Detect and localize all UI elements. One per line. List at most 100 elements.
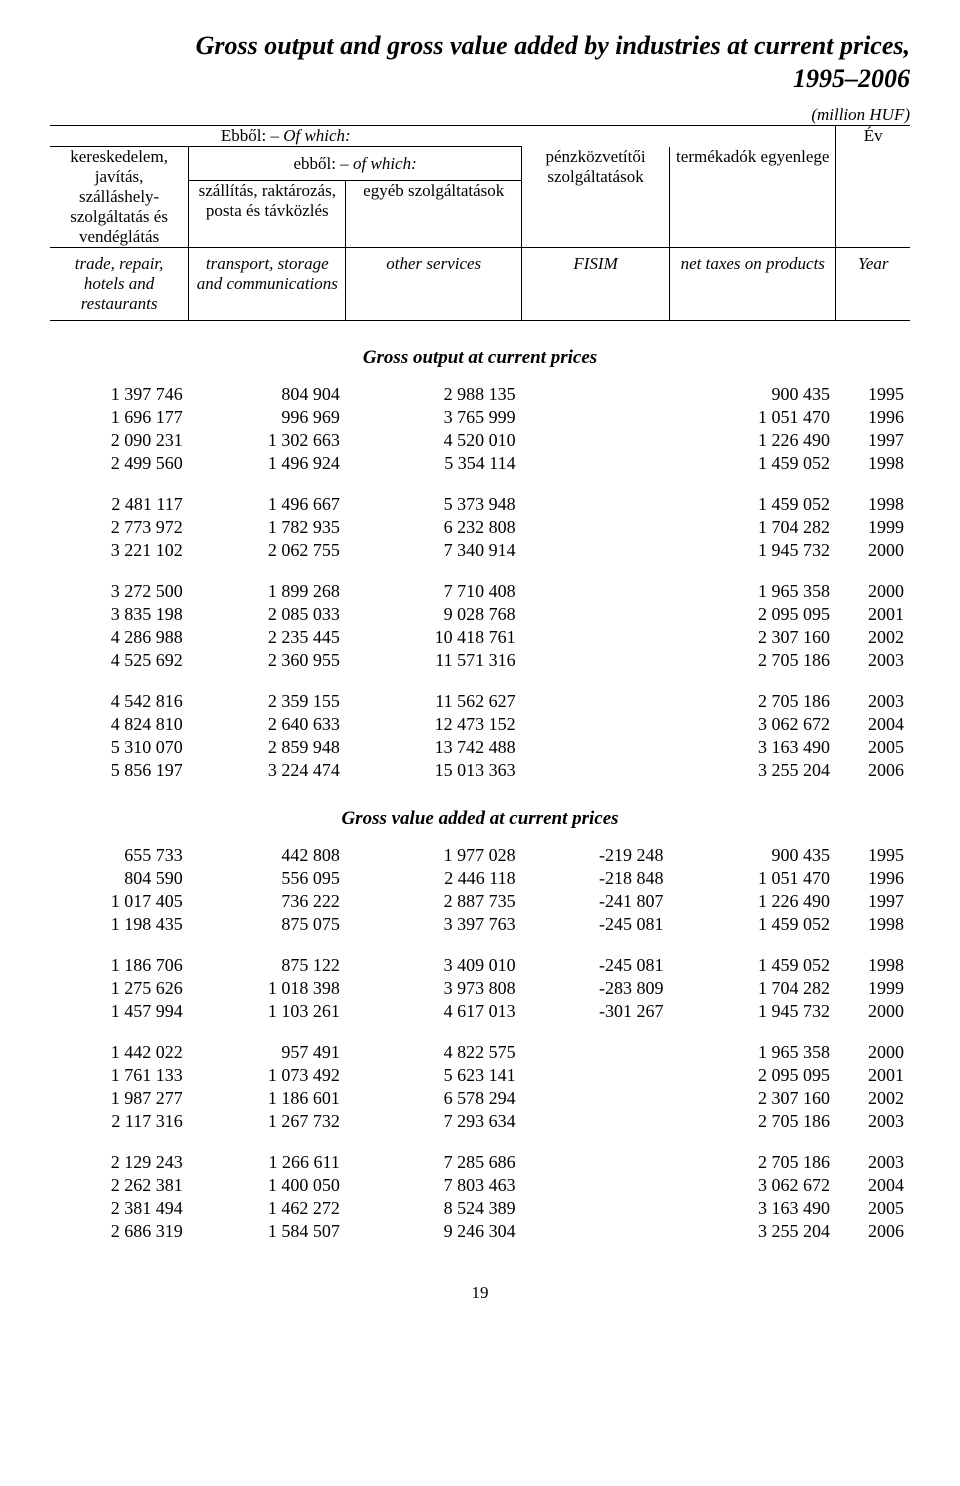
table-cell: 1998 [836, 954, 910, 977]
col4-en: FISIM [522, 248, 670, 321]
table-cell [522, 1041, 670, 1064]
table-cell: 1 462 272 [189, 1197, 346, 1220]
page-number: 19 [50, 1283, 910, 1303]
table-cell: 11 562 627 [346, 690, 522, 713]
table-cell: 1 977 028 [346, 844, 522, 867]
table-cell: 1 017 405 [50, 890, 189, 913]
table-cell: 2 705 186 [670, 690, 836, 713]
value-added-table: 655 733442 8081 977 028-219 248900 43519… [50, 844, 910, 1243]
col2-hu: szállítás, raktározás, posta és távközlé… [189, 181, 346, 248]
table-row: 804 590556 0952 446 118-218 8481 051 470… [50, 867, 910, 890]
table-cell: 2002 [836, 1087, 910, 1110]
table-cell [522, 516, 670, 539]
output-table: 1 397 746804 9042 988 135900 43519951 69… [50, 383, 910, 782]
table-row: 2 090 2311 302 6634 520 0101 226 4901997 [50, 429, 910, 452]
table-cell: 1 945 732 [670, 539, 836, 562]
table-cell: 9 246 304 [346, 1220, 522, 1243]
table-row: 1 397 746804 9042 988 135900 4351995 [50, 383, 910, 406]
table-cell: 2004 [836, 713, 910, 736]
table-cell: 8 524 389 [346, 1197, 522, 1220]
table-cell: 1 496 924 [189, 452, 346, 475]
table-cell: 1 397 746 [50, 383, 189, 406]
table-cell: 2 705 186 [670, 1151, 836, 1174]
table-cell: 2006 [836, 1220, 910, 1243]
table-cell: 1 987 277 [50, 1087, 189, 1110]
table-cell [522, 406, 670, 429]
table-cell: 7 803 463 [346, 1174, 522, 1197]
table-cell: 1996 [836, 867, 910, 890]
table-row: 1 186 706875 1223 409 010-245 0811 459 0… [50, 954, 910, 977]
table-cell [522, 1174, 670, 1197]
table-cell: 1 103 261 [189, 1000, 346, 1023]
table-cell: -241 807 [522, 890, 670, 913]
table-cell: 2003 [836, 1110, 910, 1133]
table-cell: 2 481 117 [50, 493, 189, 516]
table-row: 5 856 1973 224 47415 013 3633 255 204200… [50, 759, 910, 782]
table-cell: 1 275 626 [50, 977, 189, 1000]
table-cell: 1999 [836, 977, 910, 1000]
table-row: 1 198 435875 0753 397 763-245 0811 459 0… [50, 913, 910, 936]
table-cell: 7 285 686 [346, 1151, 522, 1174]
col1-en: trade, repair, hotels and restaurants [50, 248, 189, 321]
table-cell: 3 224 474 [189, 759, 346, 782]
table-cell: -245 081 [522, 913, 670, 936]
table-row: 2 117 3161 267 7327 293 6342 705 1862003 [50, 1110, 910, 1133]
table-cell: 2 773 972 [50, 516, 189, 539]
table-cell: 7 293 634 [346, 1110, 522, 1133]
table-cell: 2006 [836, 759, 910, 782]
table-cell: 1997 [836, 429, 910, 452]
table-cell: 7 340 914 [346, 539, 522, 562]
table-cell: 4 520 010 [346, 429, 522, 452]
table-cell: 3 255 204 [670, 759, 836, 782]
table-cell: 5 310 070 [50, 736, 189, 759]
table-cell: 3 835 198 [50, 603, 189, 626]
table-cell: 2002 [836, 626, 910, 649]
table-cell: -283 809 [522, 977, 670, 1000]
table-cell: 2 705 186 [670, 649, 836, 672]
table-row: 3 835 1982 085 0339 028 7682 095 0952001 [50, 603, 910, 626]
table-cell: -301 267 [522, 1000, 670, 1023]
table-cell [522, 603, 670, 626]
table-cell: 1 267 732 [189, 1110, 346, 1133]
table-row: 2 773 9721 782 9356 232 8081 704 2821999 [50, 516, 910, 539]
table-cell: 1 051 470 [670, 406, 836, 429]
table-cell: 655 733 [50, 844, 189, 867]
table-row: 2 499 5601 496 9245 354 1141 459 0521998 [50, 452, 910, 475]
table-cell: 1 459 052 [670, 493, 836, 516]
table-cell: 2001 [836, 1064, 910, 1087]
table-cell: 1 965 358 [670, 580, 836, 603]
table-cell: 3 062 672 [670, 1174, 836, 1197]
table-cell: 2 085 033 [189, 603, 346, 626]
table-cell: 4 542 816 [50, 690, 189, 713]
table-cell: 1 226 490 [670, 429, 836, 452]
table-cell: 1995 [836, 844, 910, 867]
table-cell: 12 473 152 [346, 713, 522, 736]
table-cell: 3 163 490 [670, 1197, 836, 1220]
table-cell: 2 095 095 [670, 1064, 836, 1087]
table-cell: 2 090 231 [50, 429, 189, 452]
table-cell: 4 824 810 [50, 713, 189, 736]
table-row: 2 686 3191 584 5079 246 3043 255 2042006 [50, 1220, 910, 1243]
year-hu-header: Év [836, 126, 910, 248]
table-cell [522, 539, 670, 562]
table-row: 1 987 2771 186 6016 578 2942 307 1602002 [50, 1087, 910, 1110]
table-cell: 1995 [836, 383, 910, 406]
table-cell: 804 590 [50, 867, 189, 890]
table-cell: 1997 [836, 890, 910, 913]
table-cell [522, 759, 670, 782]
table-cell: 2001 [836, 603, 910, 626]
table-cell: 13 742 488 [346, 736, 522, 759]
table-cell: 1 186 601 [189, 1087, 346, 1110]
table-cell [522, 1151, 670, 1174]
table-cell [522, 690, 670, 713]
table-cell: 875 122 [189, 954, 346, 977]
table-cell: 1 965 358 [670, 1041, 836, 1064]
table-cell: 1 051 470 [670, 867, 836, 890]
table-row: 1 761 1331 073 4925 623 1412 095 0952001 [50, 1064, 910, 1087]
table-row: 1 275 6261 018 3983 973 808-283 8091 704… [50, 977, 910, 1000]
table-cell: 11 571 316 [346, 649, 522, 672]
unit-label: (million HUF) [50, 105, 910, 125]
table-cell: 2 686 319 [50, 1220, 189, 1243]
table-cell: 1998 [836, 452, 910, 475]
col1-hu: kereskedelem, javítás, szálláshely-szolg… [50, 147, 189, 248]
